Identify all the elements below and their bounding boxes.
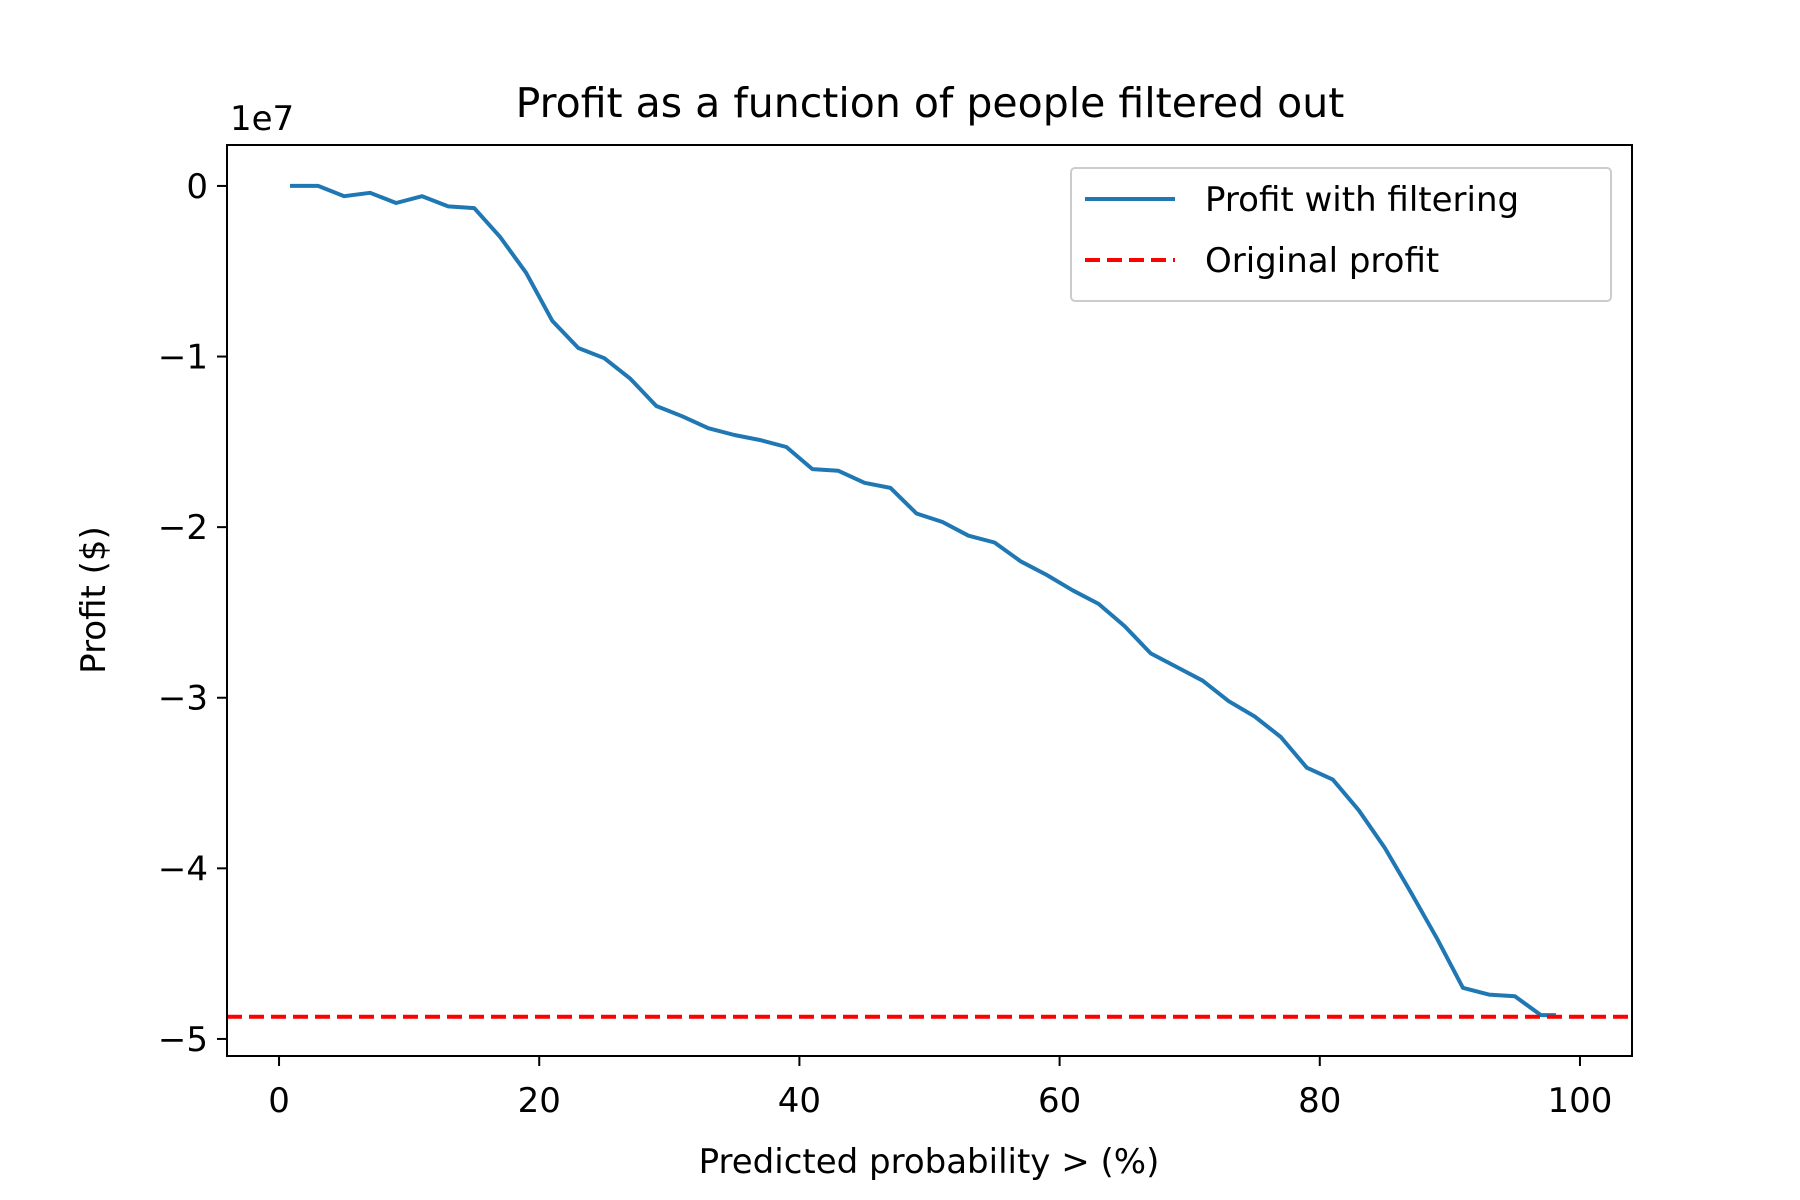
plot-area — [227, 183, 1632, 1019]
y-tick-label: −3 — [158, 679, 208, 719]
y-axis-label: Profit ($) — [74, 526, 114, 674]
axes-frame — [226, 144, 1633, 1057]
x-axis-label: Predicted probability > (%) — [699, 1142, 1160, 1182]
legend-label-original-profit: Original profit — [1205, 241, 1439, 281]
legend-box — [1070, 167, 1612, 302]
x-tick-label: 0 — [268, 1081, 290, 1121]
y-tick-label: −4 — [158, 849, 208, 889]
y-tick-label: 0 — [186, 167, 208, 207]
x-tick-label: 80 — [1298, 1081, 1341, 1121]
legend: Profit with filtering Original profit — [1070, 167, 1612, 302]
y-tick-label: −5 — [158, 1020, 208, 1060]
legend-label-profit-with-filtering: Profit with filtering — [1205, 180, 1519, 220]
x-tick-label: 60 — [1038, 1081, 1081, 1121]
x-tick-label: 100 — [1548, 1081, 1613, 1121]
y-tick-label: −2 — [158, 508, 208, 548]
x-tick-label: 20 — [518, 1081, 561, 1121]
y-axis-ticks: 0 −1 −2 −3 −4 −5 — [158, 167, 227, 1060]
y-tick-label: −1 — [158, 338, 208, 378]
chart-title: Profit as a function of people filtered … — [516, 79, 1345, 127]
y-offset-label: 1e7 — [230, 99, 294, 139]
series-line-profit-with-filtering — [290, 183, 1556, 1018]
x-axis-ticks: 0 20 40 60 80 100 — [268, 1056, 1612, 1121]
x-tick-label: 40 — [778, 1081, 821, 1121]
